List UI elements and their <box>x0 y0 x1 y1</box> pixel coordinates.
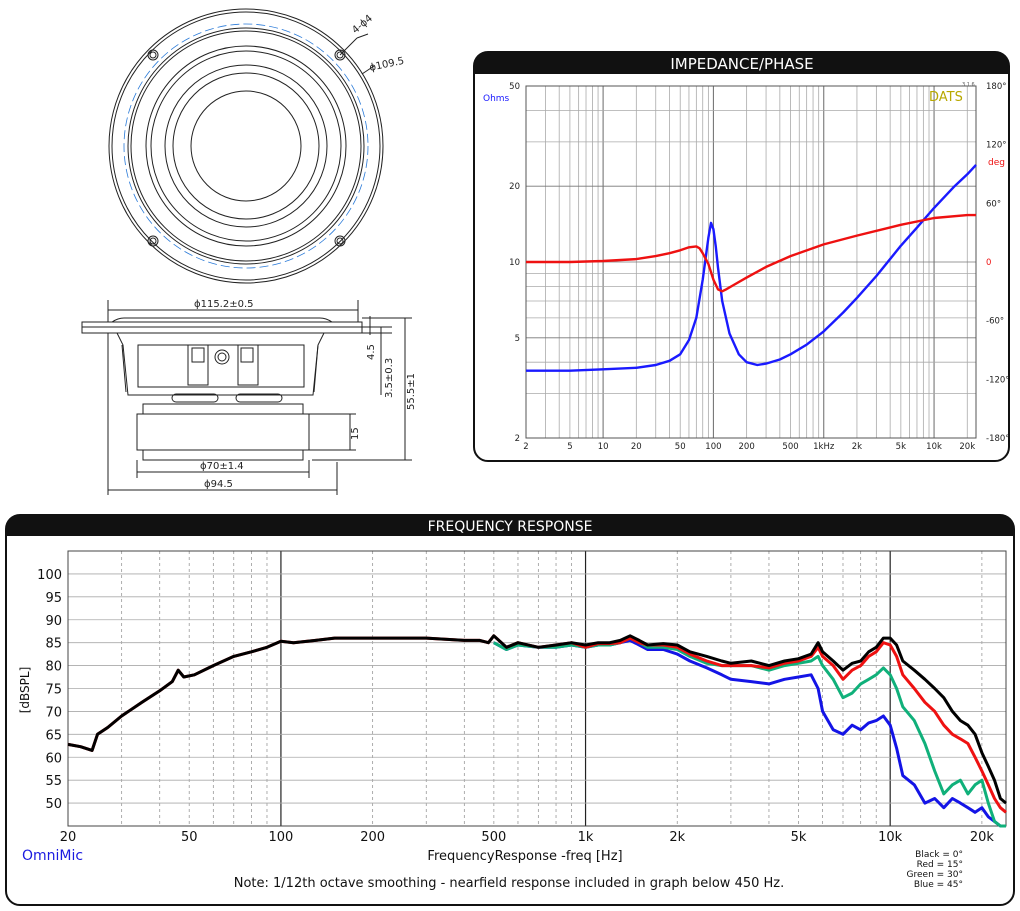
ohms-label: Ohms <box>483 94 510 104</box>
brand-version: 3.1.6 <box>962 82 975 88</box>
side-view <box>81 300 412 495</box>
brand-label: DATS <box>929 90 963 105</box>
phase-tick: -60° <box>986 317 1004 327</box>
magnet-diameter-label: ϕ70±1.4 <box>200 461 244 472</box>
dimension-drawing: 4-ϕ4 ϕ109.5 <box>81 8 417 495</box>
impedance-x-tick: 2 <box>523 442 528 452</box>
impedance-x-tick: 1kHz <box>813 442 835 452</box>
flange-height-label: 3.5±0.3 <box>384 358 395 398</box>
magnet-height-label: 15 <box>350 427 361 440</box>
phase-tick: 180° <box>986 82 1006 92</box>
impedance-y-tick: 5 <box>515 334 520 344</box>
phase-curve <box>526 213 976 293</box>
phase-tick: -180° <box>986 434 1010 444</box>
impedance-curves <box>526 164 977 372</box>
impedance-y-ticks: 50 20 10 5 2 <box>509 82 520 444</box>
top-view <box>108 8 384 284</box>
impedance-x-tick: 100 <box>705 442 721 452</box>
impedance-x-tick: 200 <box>739 442 755 452</box>
phase-ticks: 180° 120° 60° 0 -60° -120° -180° <box>986 82 1010 444</box>
impedance-x-tick: 2k <box>852 442 862 452</box>
phase-tick: 60° <box>986 199 1001 209</box>
impedance-x-tick: 10 <box>598 442 609 452</box>
impedance-curve <box>526 164 977 372</box>
phase-tick: 0 <box>986 258 991 268</box>
impedance-x-tick: 50 <box>675 442 686 452</box>
impedance-x-ticks: 2 5 10 20 50 100 200 500 1kHz 2k 5k 10k 20k <box>523 442 975 452</box>
impedance-x-tick: 500 <box>782 442 798 452</box>
impedance-y-tick: 20 <box>509 182 520 192</box>
impedance-y-tick: 2 <box>515 434 520 444</box>
impedance-x-tick: 20k <box>959 442 975 452</box>
basket-diameter-label: ϕ94.5 <box>204 479 233 490</box>
phase-unit-label: deg <box>988 158 1005 168</box>
impedance-x-tick: 5k <box>896 442 906 452</box>
impedance-y-tick: 50 <box>509 82 520 92</box>
impedance-title-bar <box>474 52 1009 74</box>
flange-top-label: 4.5 <box>366 344 377 360</box>
phase-tick: 120° <box>986 141 1006 151</box>
impedance-x-tick: 5 <box>567 442 572 452</box>
phase-tick: -120° <box>986 375 1010 385</box>
impedance-x-tick: 20 <box>631 442 642 452</box>
impedance-title: IMPEDANCE/PHASE <box>670 55 813 73</box>
impedance-y-tick: 10 <box>509 258 520 268</box>
impedance-x-tick: 10k <box>926 442 942 452</box>
outer-diameter-label: ϕ115.2±0.5 <box>194 299 254 310</box>
total-height-label: 55.5±1 <box>406 373 417 410</box>
